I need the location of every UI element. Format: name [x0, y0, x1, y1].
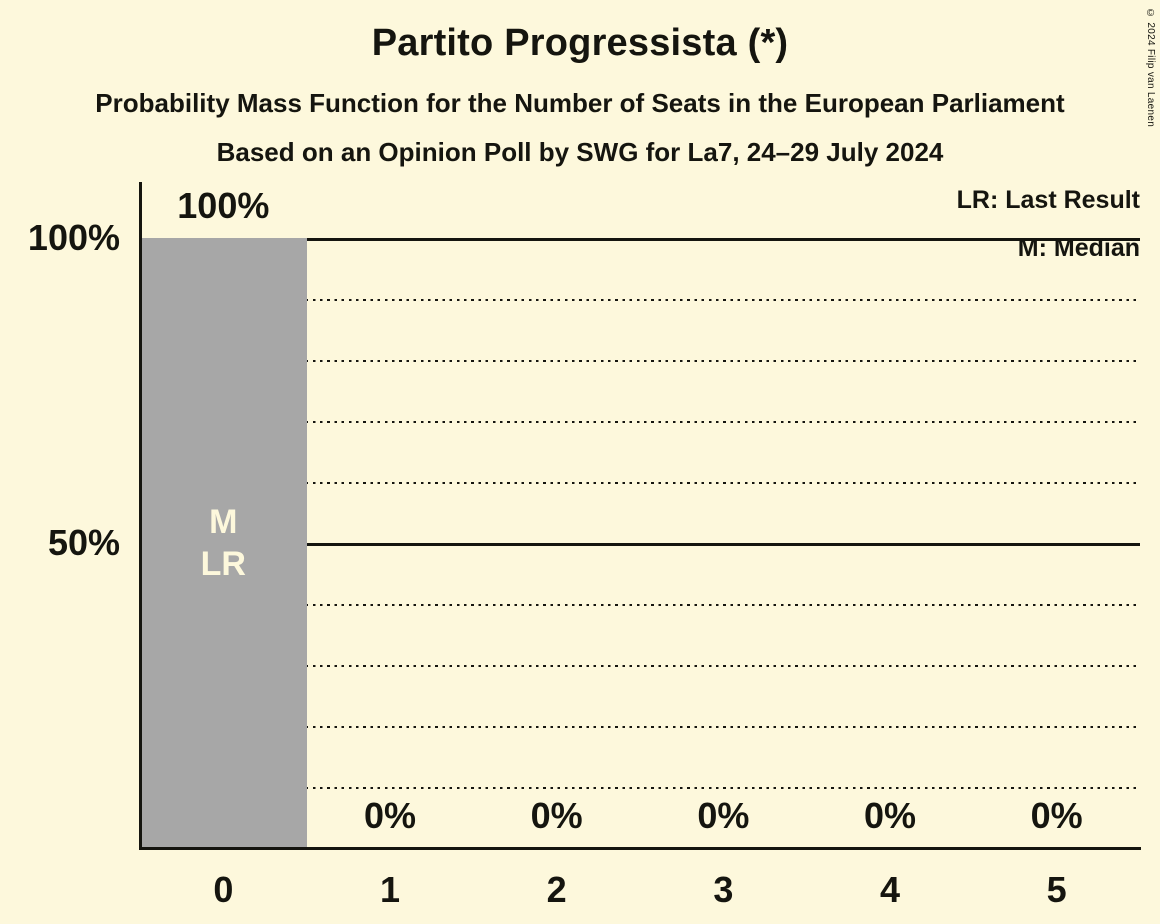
bar-annotation-0: M LR: [200, 503, 246, 583]
gridline-dotted-80pct: [140, 360, 1140, 363]
copyright-notice: © 2024 Filip van Laenen: [1145, 8, 1156, 128]
gridline-dotted-70pct: [140, 421, 1140, 424]
gridline-dotted-20pct: [140, 726, 1140, 729]
x-tick-label-2: 2: [546, 869, 567, 910]
bar-value-label-2: 0%: [530, 795, 583, 836]
bar-value-label-0: 100%: [177, 185, 270, 226]
gridline-solid-50pct: [140, 543, 1140, 546]
bar-value-label-5: 0%: [1030, 795, 1083, 836]
bar-value-label-4: 0%: [863, 795, 916, 836]
y-axis-line: [138, 182, 142, 848]
x-tick-label-4: 4: [879, 869, 900, 910]
chart-title: Partito Progressista (*): [371, 22, 789, 64]
x-tick-label-5: 5: [1046, 869, 1067, 910]
y-tick-label-50: 50%: [47, 522, 120, 563]
gridline-dotted-90pct: [140, 299, 1140, 302]
legend-last-result: LR: Last Result: [956, 186, 1140, 214]
gridline-dotted-40pct: [140, 604, 1140, 607]
gridline-dotted-30pct: [140, 665, 1140, 668]
x-tick-label-3: 3: [713, 869, 734, 910]
bar-value-label-3: 0%: [697, 795, 750, 836]
x-tick-label-1: 1: [379, 869, 400, 910]
y-tick-label-100: 100%: [27, 217, 120, 258]
bar-0: [140, 238, 307, 848]
chart-subtitle: Probability Mass Function for the Number…: [95, 88, 1065, 118]
gridline-dotted-10pct: [140, 787, 1140, 790]
gridline-dotted-60pct: [140, 482, 1140, 485]
bar-value-label-1: 0%: [363, 795, 416, 836]
x-axis-line: [138, 846, 1141, 850]
x-tick-label-0: 0: [213, 869, 234, 910]
legend-median: M: Median: [1017, 234, 1140, 262]
chart-source-line: Based on an Opinion Poll by SWG for La7,…: [216, 137, 944, 167]
gridline-solid-100pct: [140, 238, 1140, 241]
